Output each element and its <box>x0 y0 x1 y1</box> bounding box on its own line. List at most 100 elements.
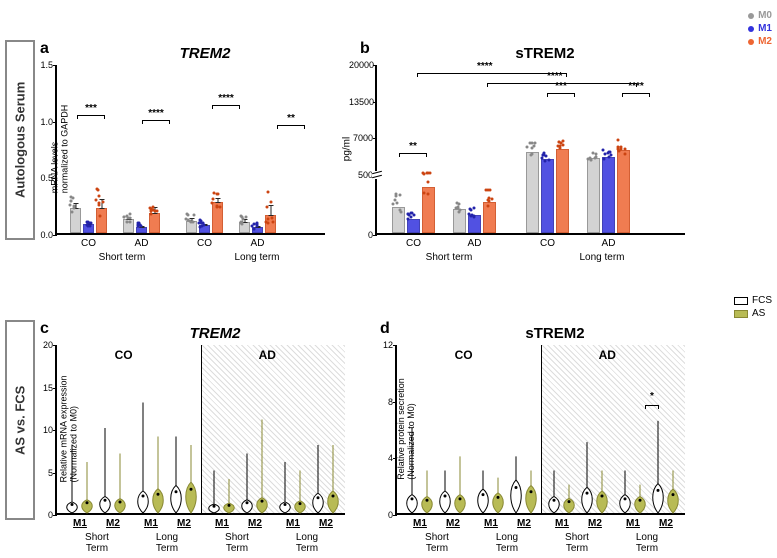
data-point <box>192 214 195 217</box>
violin <box>80 343 94 513</box>
sig-bracket <box>622 93 650 94</box>
legend-label: M1 <box>758 23 772 34</box>
data-point <box>149 210 152 213</box>
violin <box>405 343 419 513</box>
error-bar <box>217 198 218 204</box>
data-point <box>125 214 128 217</box>
violin <box>420 343 434 513</box>
legend-item: M2 <box>748 36 772 47</box>
ytick: 13500 <box>349 97 373 107</box>
chart-b: pg/ml 050070001350020000COADCOADShort te… <box>375 65 685 235</box>
data-point <box>491 198 494 201</box>
violin <box>562 343 576 513</box>
xlabel-super: Short Term <box>407 532 467 554</box>
data-point <box>426 180 429 183</box>
data-point <box>557 141 560 144</box>
data-point <box>456 201 459 204</box>
ytick-line <box>53 65 57 66</box>
sig-bracket <box>77 115 105 116</box>
ytick: 0 <box>349 230 373 240</box>
ytick-line <box>53 388 57 389</box>
ytick-line <box>53 122 57 123</box>
violin <box>222 343 236 513</box>
row-autologous-serum: Autologous Serum a TREM2 mRNA levelsnorm… <box>0 10 777 270</box>
violin <box>311 343 325 513</box>
data-point <box>128 213 131 216</box>
data-point <box>218 206 221 209</box>
data-point <box>530 146 533 149</box>
sig-bracket <box>417 73 567 74</box>
data-point <box>528 142 531 145</box>
data-point <box>558 145 561 148</box>
divider <box>201 345 202 513</box>
side-label-row1: Autologous Serum <box>5 40 35 240</box>
ytick: 12 <box>369 340 393 350</box>
violin <box>476 343 490 513</box>
xlabel: AD <box>122 238 161 249</box>
axis-break <box>372 171 382 179</box>
legend-label: FCS <box>752 295 772 306</box>
xlabel-super: Long term <box>202 252 312 263</box>
data-point <box>617 148 620 151</box>
violin <box>240 343 254 513</box>
ytick: 20 <box>29 340 53 350</box>
sig-bracket <box>399 153 427 154</box>
data-point <box>202 222 205 225</box>
xlabel: M1 <box>547 518 577 529</box>
panel-c: c TREM2 Relative mRNA expression(Normali… <box>55 325 375 515</box>
data-point <box>252 227 255 230</box>
ytick: 0.0 <box>29 230 53 240</box>
violin <box>595 343 609 513</box>
ytick: 0.5 <box>29 173 53 183</box>
legend-item: AS <box>734 308 772 319</box>
legend-dot <box>748 26 754 32</box>
data-point <box>592 152 595 155</box>
sig-bracket <box>645 405 659 406</box>
data-point <box>472 214 475 217</box>
data-point <box>152 208 155 211</box>
violin <box>255 343 269 513</box>
data-point <box>99 215 102 218</box>
sig-bracket <box>547 93 575 94</box>
bar-m1 <box>136 227 147 233</box>
violin <box>580 343 594 513</box>
side-label-row2: AS vs. FCS <box>5 320 35 520</box>
data-point <box>562 139 565 142</box>
violin <box>98 343 112 513</box>
data-point <box>624 148 627 151</box>
ytick-line <box>53 473 57 474</box>
data-point <box>395 194 398 197</box>
ytick: 1.0 <box>29 117 53 127</box>
data-point <box>95 199 98 202</box>
data-point <box>541 153 544 156</box>
data-point <box>473 207 476 210</box>
violin <box>491 343 505 513</box>
data-point <box>215 193 218 196</box>
data-point <box>458 211 461 214</box>
data-point <box>412 214 415 217</box>
violin <box>438 343 452 513</box>
error-bar <box>244 219 245 222</box>
ytick: 0 <box>29 510 53 520</box>
data-point <box>594 157 597 160</box>
data-point <box>426 192 429 195</box>
bar-m0 <box>587 158 600 233</box>
ytick-line <box>53 178 57 179</box>
ytick: 7000 <box>349 133 373 143</box>
xlabel: M1 <box>476 518 506 529</box>
sig-label: **** <box>547 71 563 82</box>
xlabel: AD <box>586 238 631 249</box>
xlabel: CO <box>525 238 570 249</box>
xlabel: M1 <box>136 518 166 529</box>
panel-title-c: TREM2 <box>55 325 375 342</box>
violin <box>293 343 307 513</box>
ytick: 500 <box>349 170 373 180</box>
xlabel: M1 <box>618 518 648 529</box>
panel-b: b sTREM2 pg/ml 050070001350020000COADCOA… <box>375 45 715 235</box>
data-point <box>486 204 489 207</box>
xlabel-super: Long Term <box>477 532 537 554</box>
data-point <box>186 219 189 222</box>
violin <box>326 343 340 513</box>
legend-item: M0 <box>748 10 772 21</box>
xlabel: M1 <box>207 518 237 529</box>
